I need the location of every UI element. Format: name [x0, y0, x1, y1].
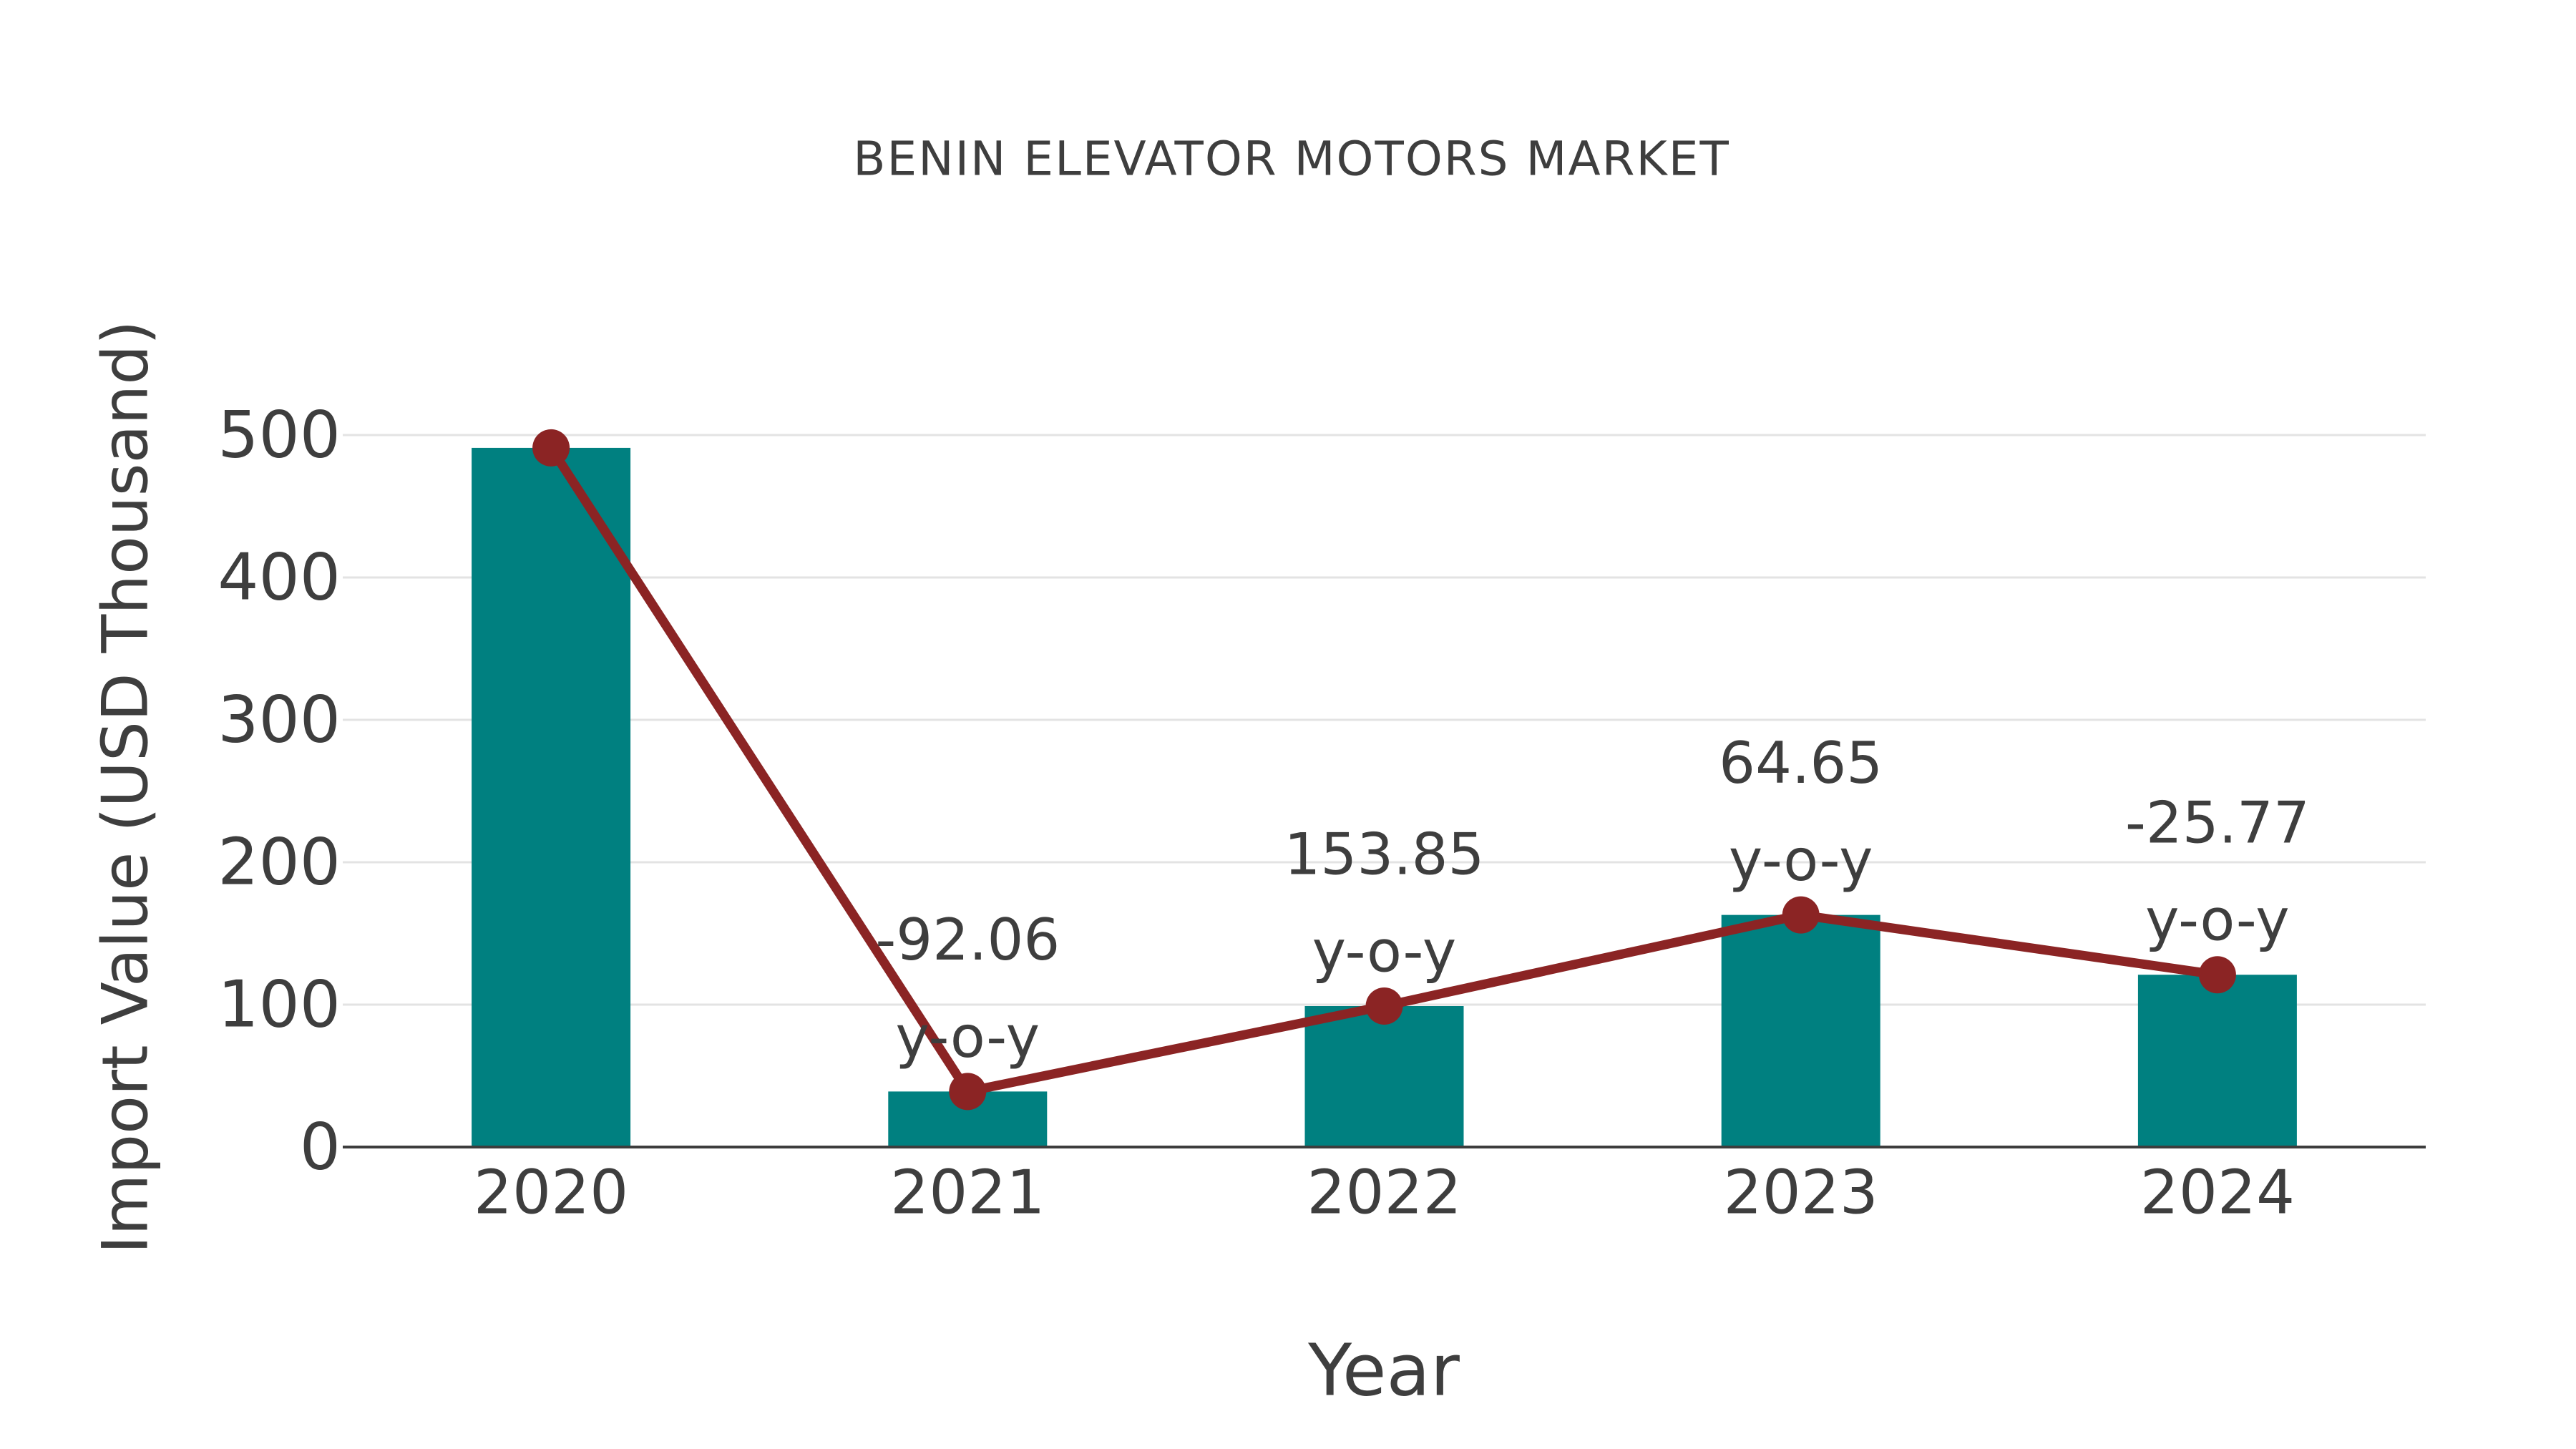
x-axis-title: Year — [1307, 1329, 1460, 1413]
y-tick-label-300: 300 — [218, 683, 341, 758]
bar-2024 — [2137, 975, 2297, 1147]
y-tick-label-500: 500 — [218, 398, 341, 473]
y-axis-title: Import Value (USD Thousand) — [89, 321, 162, 1254]
annotation-suffix-2022: y-o-y — [1312, 918, 1457, 985]
annotation-suffix-2023: y-o-y — [1729, 827, 1873, 894]
annotation-suffix-2024: y-o-y — [2145, 887, 2290, 954]
trend-marker-2023 — [1782, 896, 1820, 934]
y-tick-label-100: 100 — [218, 967, 341, 1043]
y-tick-label-400: 400 — [218, 540, 341, 615]
x-tick-label-2021: 2021 — [890, 1158, 1045, 1229]
y-tick-label-200: 200 — [218, 825, 341, 900]
trend-marker-2020 — [532, 429, 570, 467]
annotation-value-2021: -92.06 — [875, 907, 1060, 973]
trend-marker-2021 — [949, 1073, 987, 1111]
x-tick-label-2022: 2022 — [1307, 1158, 1461, 1229]
annotation-value-2024: -25.77 — [2125, 790, 2310, 857]
x-tick-label-2023: 2023 — [1724, 1158, 1878, 1229]
chart-title: BENIN ELEVATOR MOTORS MARKET — [853, 132, 1730, 187]
bar-2020 — [472, 447, 631, 1147]
bar-2023 — [1721, 914, 1880, 1147]
bar-2022 — [1304, 1005, 1464, 1147]
trend-marker-2024 — [2198, 956, 2236, 994]
y-tick-label-0: 0 — [300, 1110, 341, 1185]
x-tick-label-2024: 2024 — [2140, 1158, 2295, 1229]
annotation-suffix-2021: y-o-y — [896, 1004, 1040, 1070]
x-tick-label-2020: 2020 — [474, 1158, 628, 1229]
annotation-value-2022: 153.85 — [1284, 821, 1485, 887]
annotation-value-2023: 64.65 — [1719, 730, 1883, 796]
trend-marker-2022 — [1365, 987, 1403, 1025]
